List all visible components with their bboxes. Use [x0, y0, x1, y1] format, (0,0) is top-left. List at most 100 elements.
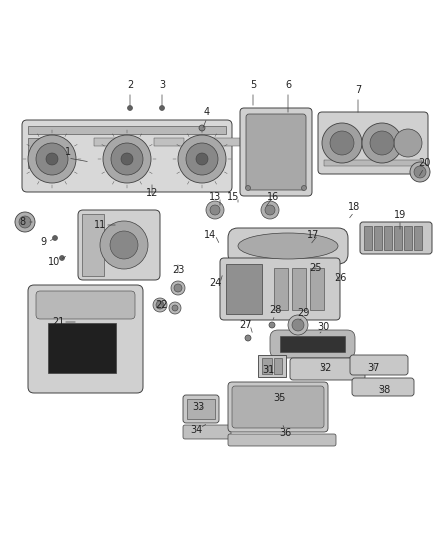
Text: 14: 14	[204, 230, 216, 240]
Text: 26: 26	[334, 273, 346, 283]
Text: 3: 3	[159, 80, 165, 90]
Text: 31: 31	[262, 365, 274, 375]
Text: 29: 29	[297, 308, 309, 318]
Text: 24: 24	[209, 278, 221, 288]
Text: 35: 35	[274, 393, 286, 403]
Circle shape	[171, 281, 185, 295]
Bar	[262, 358, 272, 374]
Circle shape	[301, 185, 307, 190]
FancyBboxPatch shape	[36, 291, 135, 319]
Circle shape	[322, 123, 362, 163]
Text: 19: 19	[394, 210, 406, 220]
Text: 16: 16	[267, 192, 279, 202]
Text: 21: 21	[52, 317, 64, 327]
Bar	[292, 268, 306, 310]
Circle shape	[246, 185, 251, 190]
FancyBboxPatch shape	[228, 382, 328, 432]
FancyBboxPatch shape	[22, 120, 232, 192]
FancyBboxPatch shape	[183, 425, 231, 439]
Text: 20: 20	[418, 158, 430, 168]
FancyBboxPatch shape	[352, 378, 414, 396]
Circle shape	[261, 201, 279, 219]
Circle shape	[156, 301, 164, 309]
Circle shape	[15, 212, 35, 232]
Bar	[364, 226, 372, 250]
Circle shape	[121, 153, 133, 165]
Text: 32: 32	[319, 363, 331, 373]
Circle shape	[265, 205, 275, 215]
FancyBboxPatch shape	[228, 434, 336, 446]
Text: 18: 18	[348, 202, 360, 212]
Bar	[274, 268, 288, 310]
Circle shape	[159, 106, 165, 110]
Bar	[324, 160, 422, 166]
Bar	[384, 226, 392, 250]
Circle shape	[60, 255, 64, 261]
FancyBboxPatch shape	[220, 258, 340, 320]
Circle shape	[178, 135, 226, 183]
Text: 27: 27	[239, 320, 251, 330]
Text: 1: 1	[65, 147, 71, 157]
Text: 38: 38	[378, 385, 390, 395]
Text: 10: 10	[48, 257, 60, 267]
FancyBboxPatch shape	[350, 355, 408, 375]
Text: 25: 25	[309, 263, 321, 273]
FancyBboxPatch shape	[232, 386, 324, 428]
Bar	[28, 126, 226, 134]
FancyBboxPatch shape	[228, 228, 348, 264]
Bar	[214, 138, 244, 146]
FancyBboxPatch shape	[78, 210, 160, 280]
Circle shape	[292, 319, 304, 331]
Bar	[82, 214, 104, 276]
Bar	[274, 358, 282, 374]
Circle shape	[206, 201, 224, 219]
Circle shape	[172, 305, 178, 311]
Circle shape	[186, 143, 218, 175]
Text: 30: 30	[317, 322, 329, 332]
Bar	[374, 226, 382, 250]
Text: 4: 4	[204, 107, 210, 117]
FancyBboxPatch shape	[183, 395, 219, 423]
Circle shape	[174, 284, 182, 292]
Text: 37: 37	[368, 363, 380, 373]
Bar	[187, 399, 215, 419]
Circle shape	[245, 335, 251, 341]
Text: 6: 6	[285, 80, 291, 90]
Text: 12: 12	[146, 188, 158, 198]
Bar	[226, 264, 262, 314]
Circle shape	[100, 221, 148, 269]
FancyBboxPatch shape	[246, 114, 306, 190]
Bar	[404, 226, 412, 250]
Circle shape	[36, 143, 68, 175]
FancyBboxPatch shape	[290, 358, 365, 380]
Bar	[258, 355, 286, 377]
Circle shape	[410, 162, 430, 182]
Circle shape	[330, 131, 354, 155]
Bar	[280, 336, 345, 352]
Text: 36: 36	[279, 428, 291, 438]
Circle shape	[111, 143, 143, 175]
FancyBboxPatch shape	[360, 222, 432, 254]
Bar	[28, 138, 40, 168]
Bar	[310, 268, 324, 310]
Circle shape	[53, 236, 57, 240]
Circle shape	[103, 135, 151, 183]
Circle shape	[153, 298, 167, 312]
Bar	[394, 226, 402, 250]
Text: 5: 5	[250, 80, 256, 90]
Text: 17: 17	[307, 230, 319, 240]
Circle shape	[394, 129, 422, 157]
Text: 22: 22	[156, 300, 168, 310]
Text: 7: 7	[355, 85, 361, 95]
Circle shape	[110, 231, 138, 259]
Circle shape	[196, 153, 208, 165]
Bar	[48, 323, 116, 373]
Circle shape	[127, 106, 133, 110]
Bar	[414, 226, 422, 250]
Circle shape	[362, 123, 402, 163]
Text: 11: 11	[94, 220, 106, 230]
Circle shape	[28, 135, 76, 183]
Text: 28: 28	[269, 305, 281, 315]
Text: 2: 2	[127, 80, 133, 90]
Text: 23: 23	[172, 265, 184, 275]
